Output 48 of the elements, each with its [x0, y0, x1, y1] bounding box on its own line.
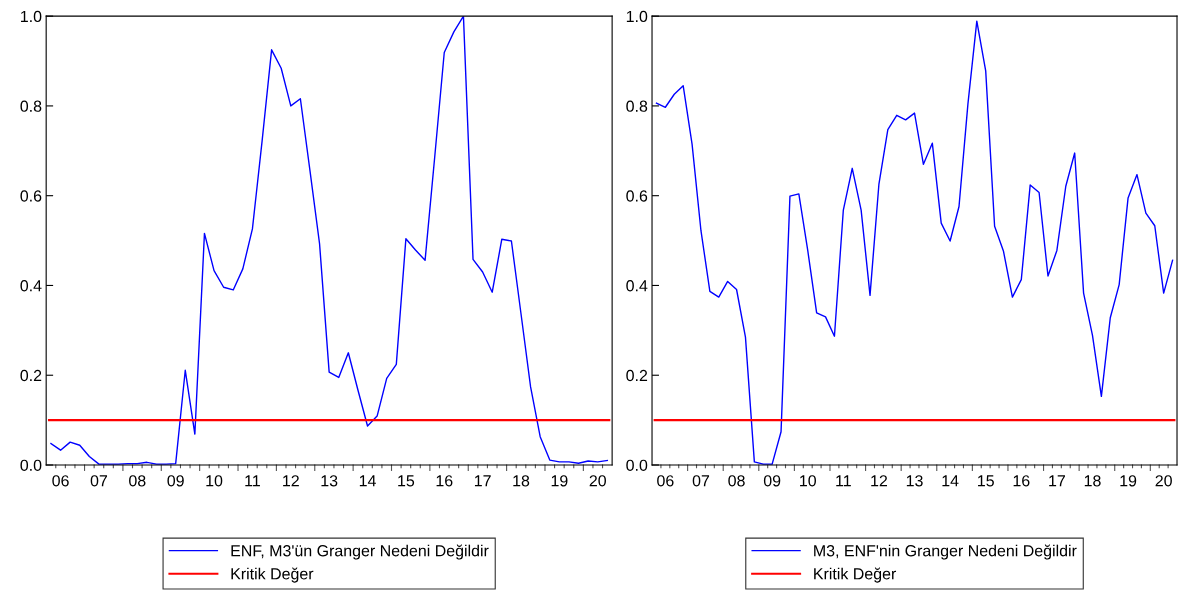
y-tick-label: 0.0	[626, 459, 648, 471]
y-tick-label: 1.0	[21, 10, 42, 23]
x-tick-label: 17	[474, 475, 491, 487]
y-tick-label: 0.8	[626, 100, 648, 112]
x-tick-label: 11	[836, 475, 851, 487]
legend-label: M3, ENF'nin Granger Nedeni Değildir	[814, 544, 1077, 560]
x-tick-label: 10	[206, 475, 223, 487]
x-tick-label: 19	[551, 475, 568, 487]
legend-label: ENF, M3'ün Granger Nedeni Değildir	[231, 544, 489, 560]
x-tick-label: 19	[1120, 475, 1137, 487]
x-tick-label: 14	[942, 475, 959, 487]
x-tick-label: 08	[728, 475, 745, 487]
x-tick-label: 10	[800, 475, 816, 487]
x-tick-label: 20	[589, 475, 606, 487]
x-tick-label: 14	[359, 475, 376, 487]
x-tick-label: 12	[871, 475, 888, 487]
line-series	[655, 20, 1174, 465]
x-tick-label: 09	[167, 475, 184, 487]
x-tick-label: 16	[1013, 475, 1030, 487]
x-tick-label: 15	[398, 475, 415, 487]
y-tick-label: 0.0	[20, 459, 42, 471]
x-tick-label: 12	[283, 475, 299, 487]
x-tick-label: 16	[436, 475, 453, 487]
x-tick-label: 18	[513, 475, 530, 487]
x-tick-label: 18	[1084, 475, 1101, 487]
x-tick-label: 09	[763, 475, 781, 487]
x-tick-label: 15	[978, 475, 994, 487]
legend-label: Kritik Değer	[231, 567, 314, 583]
x-tick-label: 08	[129, 475, 146, 487]
x-tick-label: 13	[906, 475, 923, 487]
y-tick-label: 0.4	[626, 280, 648, 292]
x-tick-label: 07	[90, 475, 108, 487]
x-tick-label: 06	[52, 475, 69, 487]
y-tick-label: 0.6	[626, 190, 648, 202]
line-series	[50, 16, 609, 465]
x-tick-label: 13	[321, 475, 338, 487]
legend-label: Kritik Değer	[814, 567, 897, 583]
y-tick-label: 0.6	[20, 190, 42, 202]
y-tick-label: 0.2	[626, 369, 648, 382]
x-tick-label: 20	[1155, 475, 1172, 487]
y-tick-label: 0.8	[20, 100, 42, 112]
x-tick-label: 11	[245, 475, 260, 487]
x-tick-label: 07	[692, 475, 710, 487]
x-tick-label: 17	[1049, 475, 1065, 487]
y-tick-label: 1.0	[626, 10, 648, 23]
y-tick-label: 0.4	[20, 280, 42, 292]
y-tick-label: 0.2	[20, 369, 42, 382]
x-tick-label: 06	[657, 475, 674, 487]
